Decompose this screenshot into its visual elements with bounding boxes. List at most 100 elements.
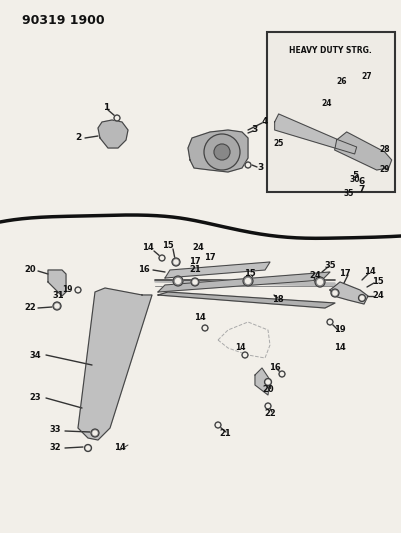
Polygon shape	[255, 368, 270, 395]
Text: 24: 24	[309, 271, 321, 279]
Circle shape	[245, 279, 251, 284]
Text: 28: 28	[379, 146, 390, 155]
Circle shape	[55, 304, 59, 308]
Text: 15: 15	[162, 241, 174, 251]
Circle shape	[242, 352, 248, 358]
Circle shape	[86, 446, 90, 450]
Circle shape	[85, 445, 91, 451]
Polygon shape	[158, 272, 330, 292]
Circle shape	[279, 371, 285, 377]
Polygon shape	[155, 280, 335, 286]
Text: 27: 27	[361, 72, 372, 82]
Circle shape	[265, 403, 271, 409]
Text: 14: 14	[334, 343, 346, 352]
Circle shape	[214, 144, 230, 160]
Circle shape	[215, 422, 221, 428]
Circle shape	[202, 325, 208, 331]
Text: 6: 6	[359, 177, 365, 187]
Polygon shape	[48, 270, 66, 296]
Text: 24: 24	[192, 244, 204, 253]
Text: 2: 2	[75, 133, 81, 142]
Text: 18: 18	[272, 295, 284, 304]
Polygon shape	[275, 114, 356, 154]
Text: 23: 23	[29, 393, 41, 402]
Text: 15: 15	[244, 270, 256, 279]
Circle shape	[193, 280, 197, 284]
Text: 26: 26	[336, 77, 347, 86]
Circle shape	[243, 353, 247, 357]
Text: 25: 25	[273, 140, 284, 149]
Text: 14: 14	[235, 343, 245, 352]
Circle shape	[327, 319, 333, 325]
Text: 15: 15	[372, 278, 384, 287]
Text: 21: 21	[189, 265, 201, 274]
Circle shape	[77, 288, 79, 292]
Circle shape	[331, 289, 339, 297]
Text: 20: 20	[262, 385, 274, 394]
Circle shape	[358, 295, 365, 302]
Circle shape	[174, 260, 178, 264]
Circle shape	[217, 424, 219, 426]
Text: 29: 29	[379, 165, 390, 174]
Circle shape	[385, 160, 389, 164]
Circle shape	[91, 429, 99, 437]
Circle shape	[334, 168, 338, 172]
Circle shape	[160, 256, 164, 260]
Circle shape	[265, 378, 271, 385]
Circle shape	[75, 287, 81, 293]
Text: 3: 3	[257, 164, 263, 173]
Circle shape	[315, 277, 325, 287]
Text: 31: 31	[52, 290, 64, 300]
Circle shape	[245, 162, 251, 168]
Circle shape	[328, 320, 332, 324]
Text: 14: 14	[142, 244, 154, 253]
Circle shape	[305, 180, 311, 186]
Text: 7: 7	[359, 184, 365, 193]
Text: HEAVY DUTY STRG.: HEAVY DUTY STRG.	[290, 46, 372, 55]
Polygon shape	[158, 292, 335, 308]
Text: 34: 34	[29, 351, 41, 359]
Text: 14: 14	[194, 313, 206, 322]
Polygon shape	[188, 130, 248, 172]
Bar	[267, 32, 395, 192]
Text: 16: 16	[138, 265, 150, 274]
Circle shape	[93, 431, 97, 435]
Circle shape	[350, 143, 360, 153]
Circle shape	[360, 296, 364, 300]
Text: 14: 14	[114, 443, 126, 453]
Text: 35: 35	[324, 261, 336, 270]
Circle shape	[114, 115, 120, 121]
Polygon shape	[78, 288, 152, 440]
Polygon shape	[330, 282, 368, 304]
Circle shape	[247, 164, 249, 166]
Text: 24: 24	[322, 100, 332, 109]
Text: 22: 22	[264, 409, 276, 418]
Text: 17: 17	[204, 254, 216, 262]
Text: 19: 19	[62, 286, 72, 295]
Text: 16: 16	[269, 364, 281, 373]
Circle shape	[281, 373, 284, 376]
Circle shape	[318, 279, 322, 285]
Text: 14: 14	[364, 268, 376, 277]
Circle shape	[159, 255, 165, 261]
Text: 1: 1	[103, 103, 109, 112]
Polygon shape	[335, 132, 392, 170]
Circle shape	[352, 146, 357, 150]
Circle shape	[333, 291, 337, 295]
Circle shape	[267, 405, 269, 408]
Text: 24: 24	[372, 290, 384, 300]
Text: 17: 17	[189, 256, 201, 265]
Text: 35: 35	[344, 189, 354, 198]
Text: 17: 17	[339, 269, 351, 278]
Circle shape	[383, 158, 391, 166]
Circle shape	[243, 276, 253, 286]
Text: 4: 4	[262, 117, 268, 126]
Circle shape	[172, 258, 180, 266]
Circle shape	[333, 167, 339, 173]
Text: 3: 3	[252, 125, 258, 134]
Polygon shape	[165, 262, 270, 278]
Text: 22: 22	[24, 303, 36, 312]
Circle shape	[176, 279, 180, 284]
Polygon shape	[298, 165, 342, 186]
Text: 90319 1900: 90319 1900	[22, 14, 105, 27]
